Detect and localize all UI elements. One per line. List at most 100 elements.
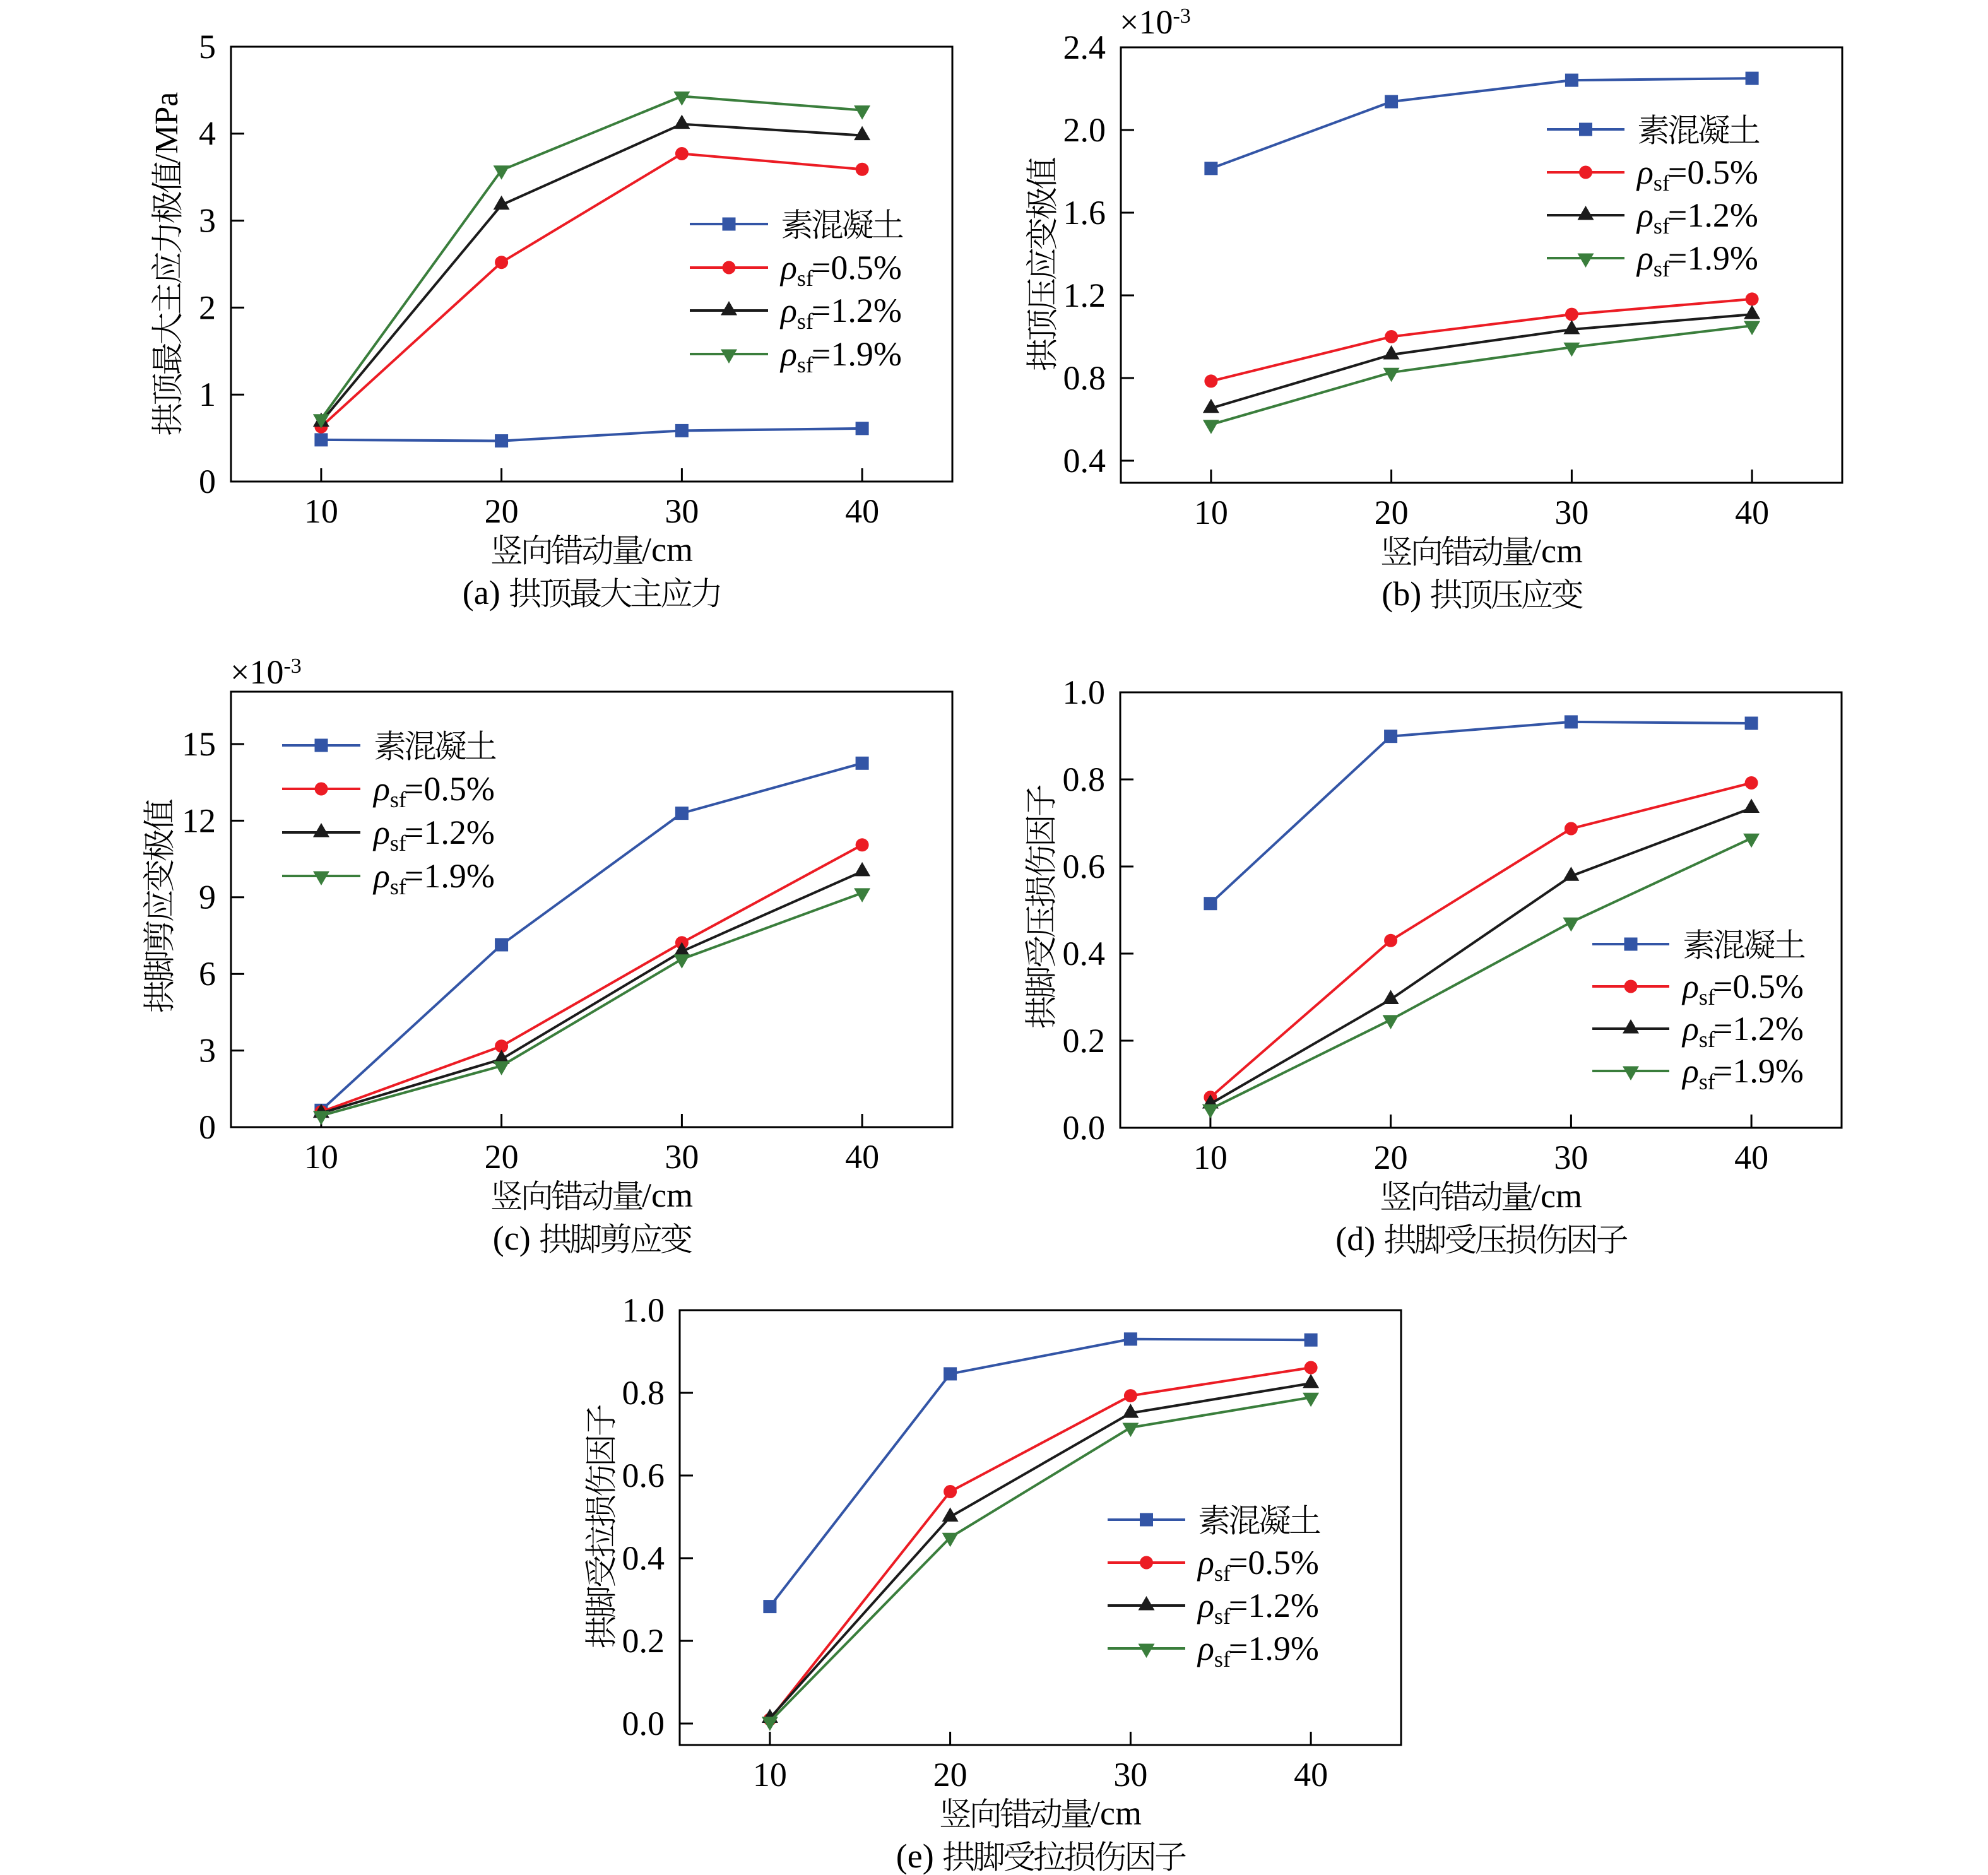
- svg-text:20: 20: [933, 1756, 967, 1794]
- svg-text:sf: sf: [797, 352, 814, 377]
- svg-text:ρ: ρ: [779, 249, 797, 287]
- svg-text:5: 5: [199, 28, 216, 66]
- svg-text:ρ: ρ: [779, 292, 797, 329]
- svg-text:ρ: ρ: [1197, 1544, 1214, 1582]
- svg-text:/cm: /cm: [642, 531, 693, 569]
- svg-text:20: 20: [1374, 1139, 1408, 1176]
- svg-text:6: 6: [199, 955, 216, 993]
- svg-text:=1.9%: =1.9%: [1668, 239, 1758, 277]
- svg-text:20: 20: [1375, 494, 1409, 531]
- svg-text:1.0: 1.0: [622, 1291, 665, 1329]
- svg-text:1: 1: [199, 376, 216, 413]
- svg-text:0.4: 0.4: [1063, 935, 1106, 973]
- svg-text:/cm: /cm: [1531, 1177, 1582, 1215]
- svg-text:=0.5%: =0.5%: [1229, 1544, 1319, 1582]
- svg-text:40: 40: [1735, 494, 1769, 531]
- svg-text:40: 40: [845, 1138, 879, 1176]
- svg-text:0: 0: [199, 1108, 216, 1146]
- svg-text:sf: sf: [797, 309, 814, 334]
- svg-text:/cm: /cm: [642, 1176, 693, 1214]
- svg-text:ρ: ρ: [1636, 196, 1654, 234]
- svg-text:ρ: ρ: [779, 335, 797, 373]
- svg-text:40: 40: [845, 492, 879, 530]
- svg-text:=0.5%: =0.5%: [1668, 153, 1758, 191]
- svg-text:0.2: 0.2: [622, 1622, 665, 1660]
- svg-text:=1.9%: =1.9%: [1229, 1630, 1319, 1667]
- svg-text:30: 30: [1554, 1139, 1588, 1176]
- svg-text:3: 3: [199, 202, 216, 240]
- svg-text:0.6: 0.6: [622, 1457, 665, 1494]
- svg-text:sf: sf: [390, 787, 406, 812]
- svg-text:=1.9%: =1.9%: [405, 857, 495, 895]
- svg-text:0.8: 0.8: [1063, 359, 1106, 397]
- svg-text:sf: sf: [390, 874, 406, 899]
- svg-text:=1.2%: =1.2%: [1713, 1010, 1804, 1048]
- svg-text:0.4: 0.4: [1063, 442, 1106, 480]
- svg-text:=0.5%: =0.5%: [812, 249, 902, 287]
- svg-text:9: 9: [199, 878, 216, 916]
- svg-text:=1.2%: =1.2%: [405, 813, 495, 851]
- svg-text:12: 12: [182, 801, 216, 839]
- svg-text:(a): (a): [463, 574, 500, 612]
- svg-text:=1.2%: =1.2%: [812, 292, 902, 329]
- svg-text:4: 4: [199, 115, 216, 153]
- svg-text:10: 10: [304, 1138, 338, 1176]
- svg-text:30: 30: [665, 1138, 699, 1176]
- svg-text:10: 10: [753, 1756, 787, 1794]
- svg-text:3: 3: [199, 1032, 216, 1070]
- svg-text:ρ: ρ: [372, 857, 390, 895]
- svg-text:ρ: ρ: [1197, 1587, 1214, 1624]
- svg-text:20: 20: [485, 1138, 519, 1176]
- svg-text:sf: sf: [1699, 1027, 1715, 1052]
- svg-text:40: 40: [1294, 1756, 1328, 1794]
- svg-text:sf: sf: [1214, 1647, 1231, 1672]
- svg-text:sf: sf: [1214, 1604, 1231, 1629]
- svg-text:30: 30: [1113, 1756, 1147, 1794]
- svg-text:(c): (c): [493, 1219, 531, 1257]
- svg-text:(e): (e): [896, 1837, 934, 1875]
- svg-text:(d): (d): [1335, 1220, 1375, 1258]
- svg-text:0.0: 0.0: [622, 1705, 665, 1742]
- svg-text:sf: sf: [1214, 1561, 1231, 1586]
- svg-text:=0.5%: =0.5%: [1713, 967, 1804, 1005]
- svg-text:/cm: /cm: [1532, 532, 1583, 570]
- svg-text:ρ: ρ: [1681, 967, 1699, 1005]
- svg-text:sf: sf: [1654, 170, 1670, 196]
- svg-text:ρ: ρ: [372, 770, 390, 808]
- svg-text:1.2: 1.2: [1063, 276, 1106, 314]
- svg-text:10: 10: [1194, 494, 1228, 531]
- svg-text:sf: sf: [1699, 1069, 1715, 1094]
- svg-text:=1.9%: =1.9%: [1713, 1052, 1804, 1090]
- svg-text:(b): (b): [1382, 575, 1421, 613]
- svg-text:0.4: 0.4: [622, 1539, 665, 1577]
- svg-text:/cm: /cm: [1091, 1794, 1142, 1832]
- svg-text:sf: sf: [1699, 985, 1715, 1010]
- svg-text:ρ: ρ: [1681, 1010, 1699, 1048]
- svg-text:sf: sf: [1654, 256, 1670, 281]
- svg-text:×10-3: ×10-3: [1120, 3, 1191, 41]
- svg-text:=1.9%: =1.9%: [812, 335, 902, 373]
- svg-text:2: 2: [199, 288, 216, 326]
- svg-text:0.2: 0.2: [1063, 1022, 1106, 1060]
- svg-text:=1.2%: =1.2%: [1668, 196, 1758, 234]
- svg-text:2.0: 2.0: [1063, 111, 1106, 149]
- svg-text:2.4: 2.4: [1063, 28, 1106, 66]
- svg-text:=0.5%: =0.5%: [405, 770, 495, 808]
- svg-text:=1.2%: =1.2%: [1229, 1587, 1319, 1624]
- svg-text:10: 10: [1193, 1139, 1228, 1176]
- svg-text:1.6: 1.6: [1063, 194, 1106, 232]
- svg-text:sf: sf: [797, 266, 814, 291]
- svg-text:15: 15: [182, 725, 216, 763]
- svg-text:0.8: 0.8: [622, 1374, 665, 1412]
- svg-text:ρ: ρ: [1681, 1052, 1699, 1090]
- svg-text:ρ: ρ: [1197, 1630, 1214, 1667]
- svg-text:sf: sf: [390, 831, 406, 856]
- svg-text:0.0: 0.0: [1063, 1109, 1106, 1147]
- svg-text:30: 30: [665, 492, 699, 530]
- svg-text:0.8: 0.8: [1063, 760, 1106, 798]
- svg-text:0: 0: [199, 463, 216, 500]
- svg-text:ρ: ρ: [1636, 239, 1654, 277]
- svg-text:sf: sf: [1654, 213, 1670, 239]
- svg-text:ρ: ρ: [372, 813, 390, 851]
- svg-text:40: 40: [1734, 1139, 1768, 1176]
